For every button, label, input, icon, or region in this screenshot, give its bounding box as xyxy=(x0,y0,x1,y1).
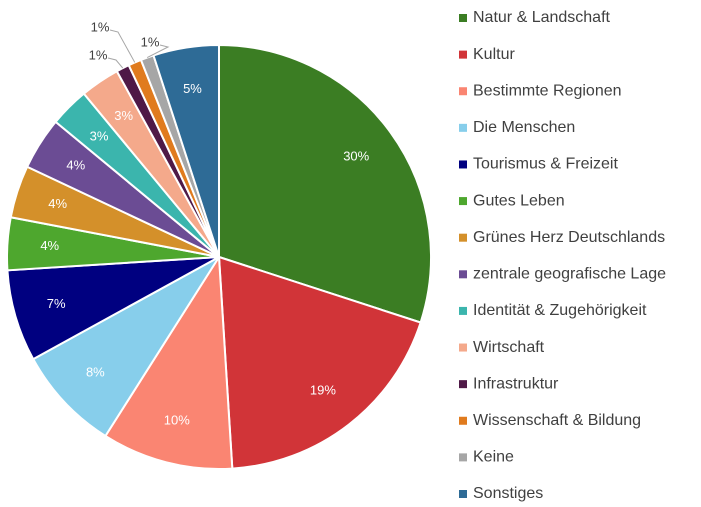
data-label: 19% xyxy=(310,382,336,397)
leader-line xyxy=(109,29,136,63)
legend-label: Keine xyxy=(473,449,514,466)
data-label: 30% xyxy=(343,149,369,164)
data-label: 4% xyxy=(40,238,59,253)
legend-label: Sonstiges xyxy=(473,485,543,502)
legend-label: Grünes Herz Deutschlands xyxy=(473,229,665,246)
legend-label: Wirtschaft xyxy=(473,339,545,356)
data-label: 5% xyxy=(183,81,202,96)
leader-line xyxy=(107,57,124,69)
data-label: 3% xyxy=(114,108,133,123)
legend-swatch xyxy=(459,50,467,59)
legend-label: Tourismus & Freizeit xyxy=(473,156,618,173)
legend-swatch xyxy=(459,380,467,389)
legend-swatch xyxy=(459,87,467,96)
data-label: 10% xyxy=(164,413,190,428)
legend-swatch xyxy=(459,123,467,132)
legend-swatch xyxy=(459,343,467,352)
legend-swatch xyxy=(459,197,467,206)
pie-slice xyxy=(31,256,220,438)
data-label: 4% xyxy=(66,158,85,173)
pie-slice xyxy=(104,253,234,470)
legend-swatch xyxy=(459,14,467,22)
data-label: 1% xyxy=(141,34,160,49)
legend-label: Natur & Landschaft xyxy=(473,9,611,26)
data-label: 4% xyxy=(48,196,67,211)
legend-swatch xyxy=(459,416,467,425)
data-label: 8% xyxy=(86,365,105,380)
legend-label: Gutes Leben xyxy=(473,192,565,209)
pie-slice xyxy=(218,43,432,324)
data-label: 7% xyxy=(47,296,66,311)
legend-label: Wissenschaft & Bildung xyxy=(473,412,641,429)
legend-swatch xyxy=(459,306,467,315)
data-label: 1% xyxy=(89,47,108,62)
legend-swatch xyxy=(459,233,467,242)
legend-label: zentrale geografische Lage xyxy=(473,266,666,283)
legend-label: Bestimmte Regionen xyxy=(473,82,622,99)
legend-label: Kultur xyxy=(473,46,515,63)
data-label: 1% xyxy=(91,19,110,34)
legend-swatch xyxy=(459,490,467,498)
legend-label: Identität & Zugehörigkeit xyxy=(473,302,647,319)
legend-label: Die Menschen xyxy=(473,119,575,136)
legend-label: Infrastruktur xyxy=(473,375,559,392)
legend-swatch xyxy=(459,270,467,279)
legend-swatch xyxy=(459,160,467,169)
data-label: 3% xyxy=(90,129,109,144)
pie-slice xyxy=(152,43,220,258)
leader-line xyxy=(146,44,170,58)
pie-slice xyxy=(217,255,422,470)
legend-swatch xyxy=(459,453,467,462)
